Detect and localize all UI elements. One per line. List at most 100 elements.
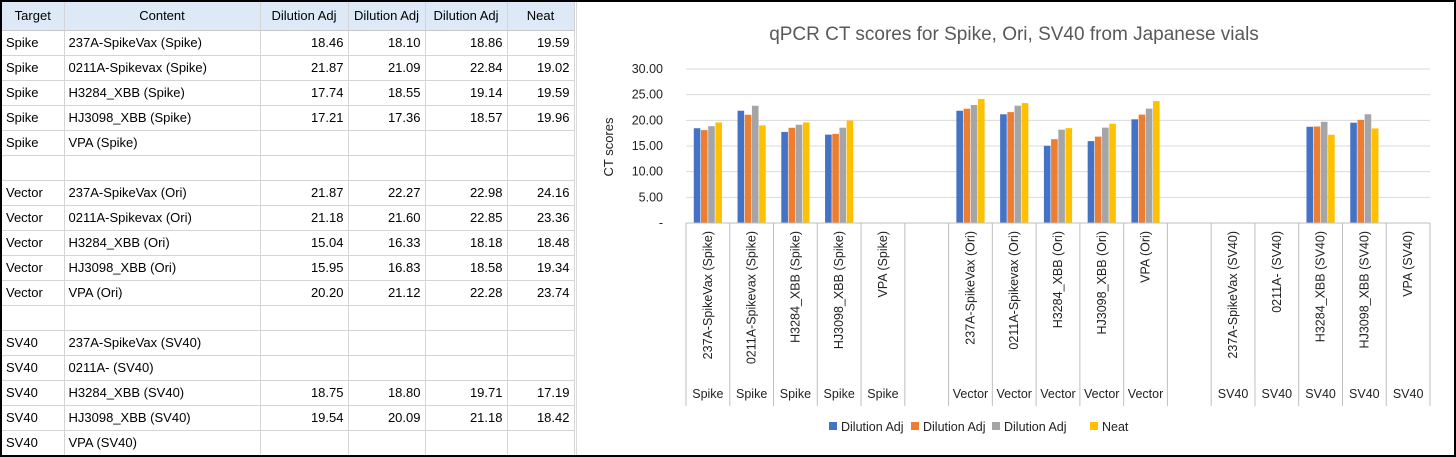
table-cell[interactable] [260, 305, 349, 331]
table-cell[interactable]: VPA (SV40) [64, 430, 261, 455]
table-cell[interactable]: 17.19 [507, 380, 575, 406]
table-cell[interactable]: 0211A- (SV40) [64, 355, 261, 381]
table-cell[interactable]: 237A-SpikeVax (Spike) [64, 30, 261, 56]
table-cell[interactable]: 22.27 [348, 180, 426, 206]
table-cell[interactable] [64, 305, 261, 331]
table-cell[interactable]: Vector [2, 205, 65, 231]
table-cell[interactable]: 20.20 [260, 280, 349, 306]
table-cell[interactable]: Vector [2, 280, 65, 306]
table-cell[interactable]: 21.60 [348, 205, 426, 231]
table-cell[interactable]: SV40 [2, 380, 65, 406]
table-cell[interactable]: VPA (Spike) [64, 130, 261, 156]
table-cell[interactable] [2, 305, 65, 331]
table-cell[interactable]: 21.87 [260, 55, 349, 81]
table-cell[interactable]: 18.75 [260, 380, 349, 406]
table-cell[interactable] [425, 430, 508, 455]
table-cell[interactable]: 18.46 [260, 30, 349, 56]
table-cell[interactable]: 18.55 [348, 80, 426, 106]
table-cell[interactable]: H3284_XBB (SV40) [64, 380, 261, 406]
table-cell[interactable]: Vector [2, 255, 65, 281]
table-cell[interactable] [425, 155, 508, 181]
table-cell[interactable]: 20.09 [348, 405, 426, 431]
table-cell[interactable]: 18.57 [425, 105, 508, 131]
table-cell[interactable]: 19.54 [260, 405, 349, 431]
table-cell[interactable]: 23.36 [507, 205, 575, 231]
table-cell[interactable] [425, 130, 508, 156]
table-cell[interactable]: 17.74 [260, 80, 349, 106]
table-cell[interactable] [507, 155, 575, 181]
table-cell[interactable]: 0211A-Spikevax (Ori) [64, 205, 261, 231]
table-cell[interactable]: 18.18 [425, 230, 508, 256]
table-cell[interactable]: 15.04 [260, 230, 349, 256]
table-cell[interactable] [260, 355, 349, 381]
table-cell[interactable]: 21.09 [348, 55, 426, 81]
table-cell[interactable] [260, 130, 349, 156]
table-cell[interactable]: Spike [2, 105, 65, 131]
table-cell[interactable] [348, 155, 426, 181]
table-cell[interactable]: 18.10 [348, 30, 426, 56]
table-cell[interactable] [425, 355, 508, 381]
table-cell[interactable]: VPA (Ori) [64, 280, 261, 306]
table-cell[interactable]: 18.48 [507, 230, 575, 256]
table-cell[interactable] [507, 330, 575, 356]
table-cell[interactable]: 237A-SpikeVax (Ori) [64, 180, 261, 206]
table-cell[interactable]: Spike [2, 55, 65, 81]
table-cell[interactable]: HJ3098_XBB (Ori) [64, 255, 261, 281]
table-cell[interactable] [507, 355, 575, 381]
table-cell[interactable] [260, 155, 349, 181]
table-cell[interactable]: SV40 [2, 405, 65, 431]
table-cell[interactable]: H3284_XBB (Spike) [64, 80, 261, 106]
table-cell[interactable]: 16.83 [348, 255, 426, 281]
table-cell[interactable]: 23.74 [507, 280, 575, 306]
table-cell[interactable]: 19.71 [425, 380, 508, 406]
table-cell[interactable]: 18.42 [507, 405, 575, 431]
table-cell[interactable]: 19.14 [425, 80, 508, 106]
table-cell[interactable] [507, 130, 575, 156]
table-cell[interactable]: Vector [2, 230, 65, 256]
table-cell[interactable] [425, 330, 508, 356]
table-cell[interactable]: 19.34 [507, 255, 575, 281]
table-cell[interactable] [348, 355, 426, 381]
table-cell[interactable]: Spike [2, 30, 65, 56]
table-cell[interactable] [507, 305, 575, 331]
table-cell[interactable]: 17.21 [260, 105, 349, 131]
table-cell[interactable] [260, 330, 349, 356]
table-cell[interactable]: SV40 [2, 355, 65, 381]
table-cell[interactable] [348, 130, 426, 156]
table-cell[interactable]: 21.12 [348, 280, 426, 306]
table-cell[interactable] [260, 430, 349, 455]
table-cell[interactable]: 18.86 [425, 30, 508, 56]
table-cell[interactable]: SV40 [2, 430, 65, 455]
table-cell[interactable]: 24.16 [507, 180, 575, 206]
table-cell[interactable] [348, 330, 426, 356]
table-cell[interactable] [64, 155, 261, 181]
table-cell[interactable]: 21.18 [425, 405, 508, 431]
table-cell[interactable]: 19.02 [507, 55, 575, 81]
table-cell[interactable]: 19.96 [507, 105, 575, 131]
table-cell[interactable]: 22.98 [425, 180, 508, 206]
table-cell[interactable]: 18.58 [425, 255, 508, 281]
table-cell[interactable]: 22.28 [425, 280, 508, 306]
table-cell[interactable]: 18.80 [348, 380, 426, 406]
table-cell[interactable]: HJ3098_XBB (SV40) [64, 405, 261, 431]
table-cell[interactable] [425, 305, 508, 331]
table-cell[interactable]: Spike [2, 130, 65, 156]
table-cell[interactable]: 22.84 [425, 55, 508, 81]
table-cell[interactable]: 237A-SpikeVax (SV40) [64, 330, 261, 356]
table-cell[interactable]: 19.59 [507, 80, 575, 106]
table-cell[interactable]: SV40 [2, 330, 65, 356]
table-cell[interactable] [2, 155, 65, 181]
table-cell[interactable]: Spike [2, 80, 65, 106]
table-cell[interactable]: 19.59 [507, 30, 575, 56]
table-cell[interactable]: 17.36 [348, 105, 426, 131]
table-cell[interactable]: H3284_XBB (Ori) [64, 230, 261, 256]
table-cell[interactable]: 0211A-Spikevax (Spike) [64, 55, 261, 81]
table-cell[interactable]: 21.18 [260, 205, 349, 231]
table-cell[interactable] [348, 430, 426, 455]
table-cell[interactable]: 22.85 [425, 205, 508, 231]
table-cell[interactable] [348, 305, 426, 331]
table-cell[interactable]: HJ3098_XBB (Spike) [64, 105, 261, 131]
table-cell[interactable]: 15.95 [260, 255, 349, 281]
table-cell[interactable]: Vector [2, 180, 65, 206]
table-cell[interactable]: 16.33 [348, 230, 426, 256]
